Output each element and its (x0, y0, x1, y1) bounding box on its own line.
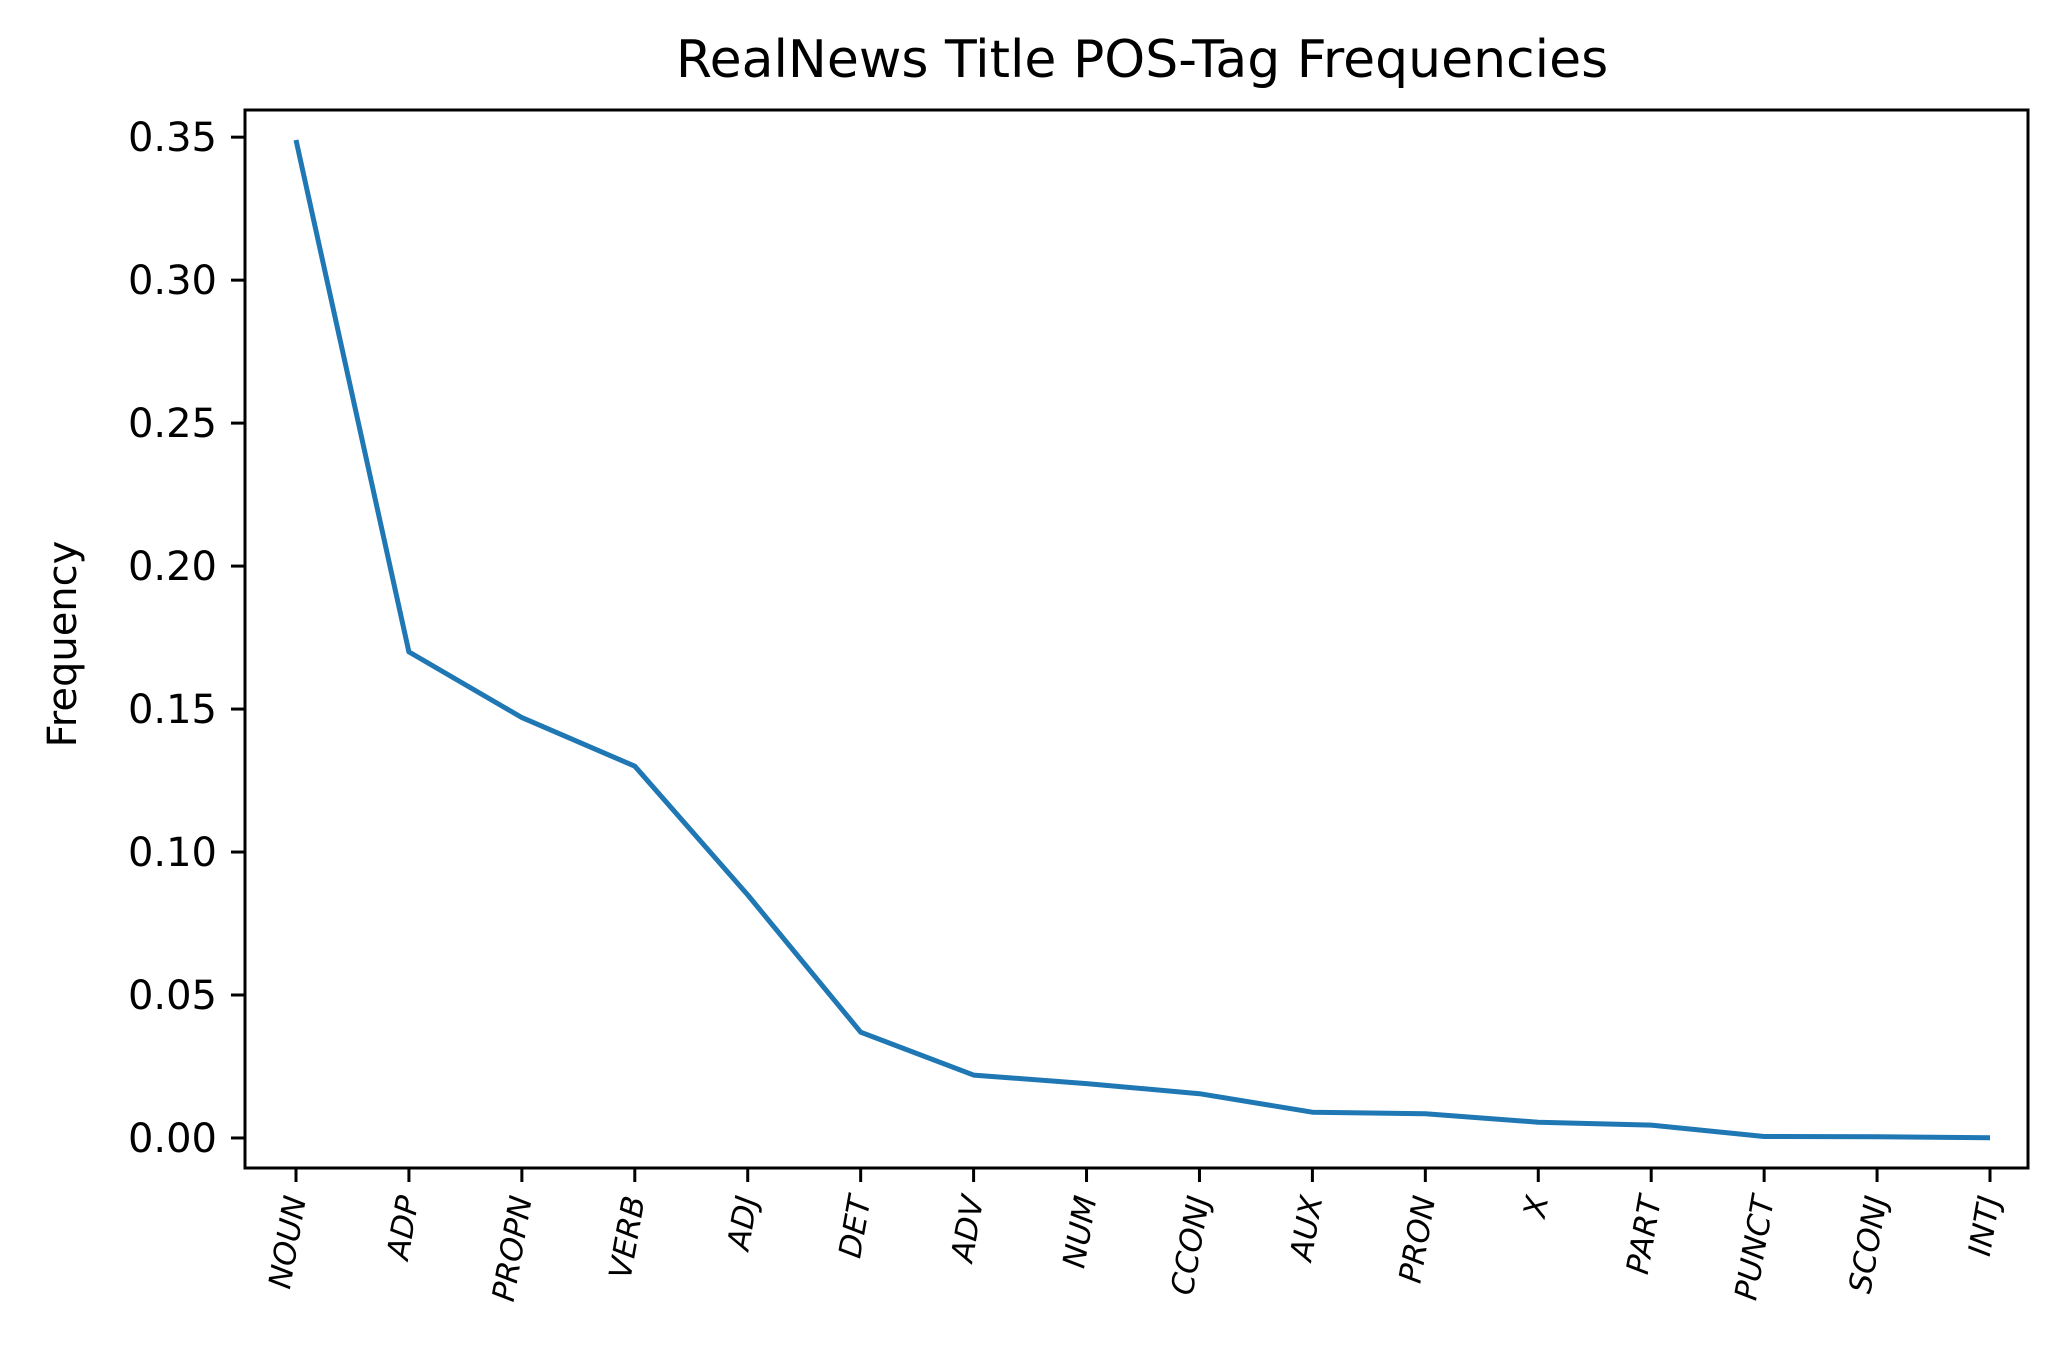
y-tick-label: 0.35 (128, 115, 217, 161)
y-tick-label: 0.25 (128, 401, 217, 447)
y-axis-label: Frequency (40, 541, 86, 748)
plot-frame (243, 108, 2030, 1170)
y-tick-label: 0.30 (128, 258, 217, 304)
x-tick-label: X (1517, 1192, 1557, 1222)
x-tick-label: ADP (380, 1193, 427, 1264)
x-tick-label: AUX (1283, 1192, 1330, 1265)
chart-title: RealNews Title POS-Tag Frequencies (676, 30, 1608, 90)
x-tick-label: PART (1620, 1191, 1670, 1277)
y-axis-ticks: 0.00 0.05 0.10 0.15 0.20 0.25 0.30 0.35 (128, 115, 245, 1162)
x-tick-label: VERB (603, 1193, 653, 1282)
x-tick-label: NOUN (262, 1193, 314, 1291)
y-tick-label: 0.05 (128, 973, 217, 1019)
x-axis-ticks: NOUN ADP PROPN VERB ADJ DET ADV NUM CCONJ AUX PRON… (262, 1168, 2008, 1304)
x-tick-label: DET (832, 1191, 879, 1261)
x-tick-label: ADV (944, 1190, 992, 1266)
x-tick-label: NUM (1056, 1193, 1104, 1271)
y-tick-label: 0.15 (128, 687, 217, 733)
x-tick-label: INTJ (1962, 1193, 2008, 1259)
y-tick-label: 0.10 (128, 830, 217, 876)
x-tick-label: ADJ (720, 1193, 765, 1255)
series-line (293, 139, 1991, 1141)
x-tick-label: SCONJ (1842, 1193, 1894, 1296)
y-tick-label: 0.00 (128, 1116, 217, 1162)
y-tick-label: 0.20 (128, 544, 217, 590)
x-tick-label: PUNCT (1728, 1191, 1782, 1303)
x-tick-label: PROPN (486, 1193, 540, 1304)
x-tick-label: PRON (1393, 1193, 1444, 1286)
x-tick-label: CCONJ (1165, 1193, 1218, 1298)
series-group (293, 139, 1991, 1141)
